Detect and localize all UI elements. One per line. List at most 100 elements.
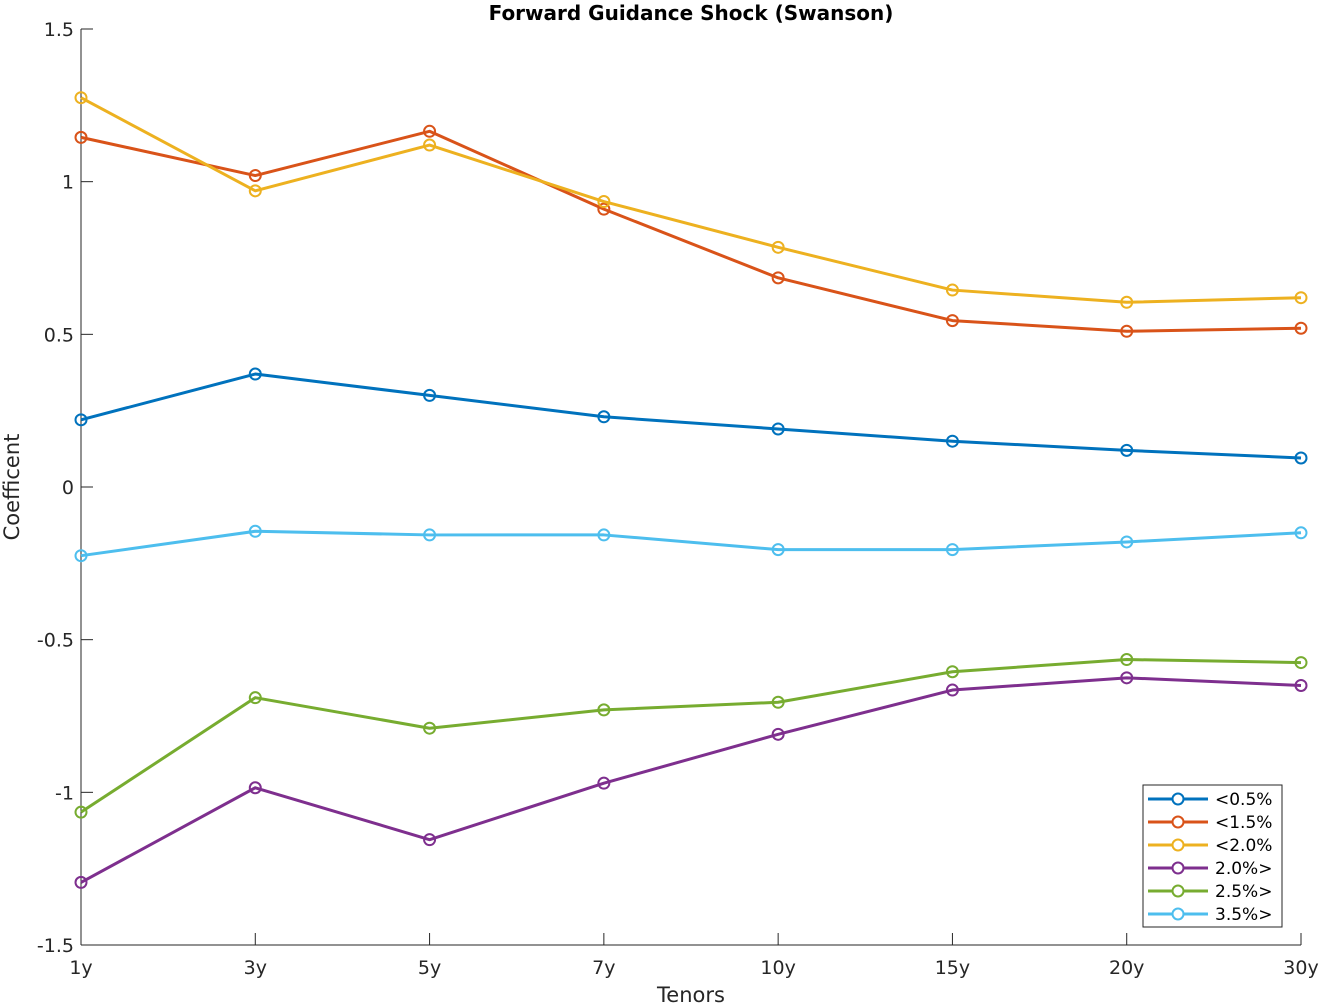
data-point [1120,295,1134,309]
x-tick-label: 10y [760,957,795,979]
data-point [945,314,959,328]
series-line [80,372,1302,460]
data-point [1294,656,1308,670]
data-point [74,875,88,889]
legend-item: 3.5%> [1148,905,1272,925]
legend-marker [1171,907,1185,921]
legend-label: 2.0%> [1215,859,1272,879]
data-point [423,124,437,138]
x-axis-label: Tenors [656,983,725,1006]
data-point [1120,653,1134,667]
data-point [248,184,262,198]
series-5 [74,653,1308,819]
data-point [945,543,959,557]
data-point [945,434,959,448]
data-point [597,528,611,542]
x-tick-label: 1y [69,957,92,979]
x-tick-label: 5y [418,957,441,979]
series-6 [74,524,1308,563]
legend-marker [1171,792,1185,806]
data-point [1294,451,1308,465]
legend-box [1142,784,1283,928]
data-point [945,665,959,679]
data-point [248,524,262,538]
data-point [74,549,88,563]
legend-marker [1171,861,1185,875]
x-tick-label: 7y [592,957,615,979]
data-point [423,833,437,847]
series-3 [74,91,1308,309]
data-point [771,240,785,254]
series-line [80,529,1302,558]
data-point [1294,321,1308,335]
legend-item: <2.0% [1148,836,1272,856]
data-point [74,413,88,427]
y-tick-label: 0 [62,477,74,499]
y-tick-label: 1.5 [44,19,74,41]
series-line [80,676,1302,884]
data-point [771,727,785,741]
series-4 [74,671,1308,889]
legend-label: 2.5%> [1215,882,1272,902]
x-tick-label: 3y [244,957,267,979]
data-point [423,528,437,542]
y-tick-label: 1 [62,172,74,194]
data-point [945,283,959,297]
series-1 [74,367,1308,465]
y-tick-label: -0.5 [37,630,74,652]
y-axis-label: Coefficent [0,434,24,541]
data-point [597,195,611,209]
data-point [1120,535,1134,549]
data-point [945,683,959,697]
series-line [80,658,1302,814]
x-tick-label: 20y [1109,957,1144,979]
data-point [248,169,262,183]
legend: <0.5% <1.5% <2.0% 2.0%> 2.5%> 3.5%> [1142,784,1283,928]
data-point [423,138,437,152]
legend-item: 2.5%> [1148,882,1272,902]
legend-label: 3.5%> [1215,905,1272,925]
legend-label: <1.5% [1215,813,1272,833]
legend-item: 2.0%> [1148,859,1272,879]
data-point [771,422,785,436]
axes [80,29,1301,946]
data-point [771,543,785,557]
data-point [597,776,611,790]
data-point [597,202,611,216]
data-point [248,781,262,795]
data-point [1120,671,1134,685]
data-point [248,367,262,381]
data-point [1294,678,1308,692]
data-point [74,91,88,105]
x-tick-label: 15y [935,957,970,979]
legend-marker [1171,884,1185,898]
data-point [423,721,437,735]
series-group [74,91,1308,889]
series-2 [74,124,1308,338]
data-point [248,691,262,705]
data-point [423,388,437,402]
x-axis-ticks: 1y 3y 5y 7y 10y 15y 20y 30y [69,933,1319,979]
data-point [597,410,611,424]
data-point [74,130,88,144]
y-tick-label: 0.5 [44,324,74,346]
legend-item: <1.5% [1148,813,1272,833]
data-point [74,805,88,819]
data-point [771,271,785,285]
data-point [597,703,611,717]
y-tick-label: -1 [55,782,74,804]
legend-label: <0.5% [1215,790,1272,810]
data-point [771,695,785,709]
series-line [80,129,1302,333]
chart-title: Forward Guidance Shock (Swanson) [489,1,894,25]
data-point [1294,526,1308,540]
x-tick-label: 30y [1283,957,1318,979]
series-line [80,96,1302,304]
legend-marker [1171,815,1185,829]
legend-label: <2.0% [1215,836,1272,856]
legend-item: <0.5% [1148,790,1272,810]
data-point [1120,324,1134,338]
legend-marker [1171,838,1185,852]
data-point [1294,291,1308,305]
